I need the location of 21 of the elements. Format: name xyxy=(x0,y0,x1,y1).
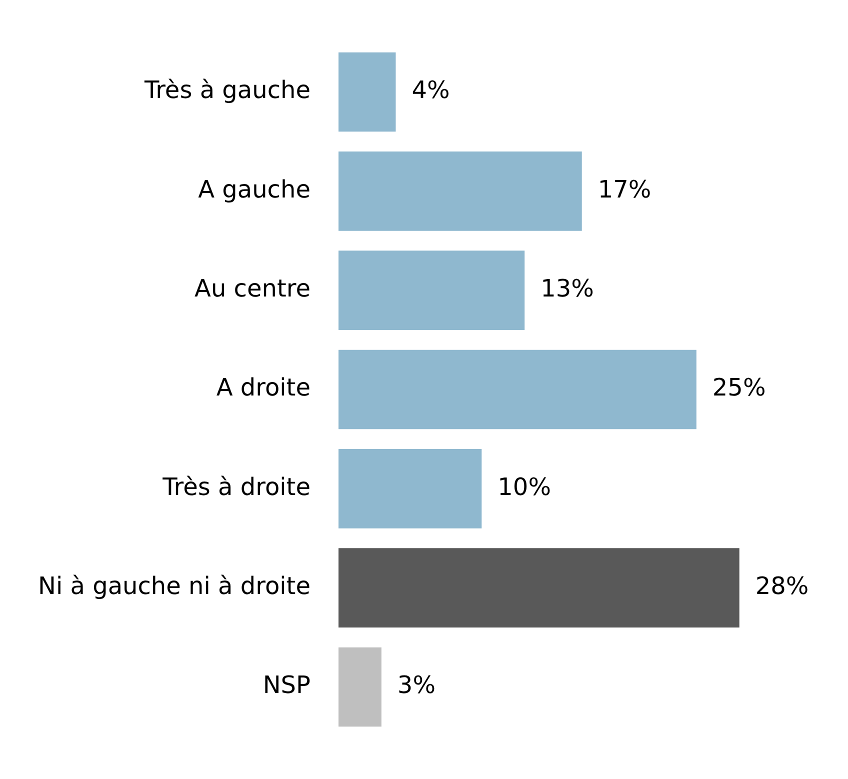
y-tick-label: Très à droite xyxy=(162,472,310,501)
data-label: 28% xyxy=(755,572,809,600)
y-tick-label: A droite xyxy=(216,374,310,402)
data-label: 25% xyxy=(712,374,766,402)
bar xyxy=(338,548,740,628)
bar xyxy=(338,151,582,231)
bar xyxy=(338,52,396,132)
y-tick-label: Très à gauche xyxy=(143,76,310,104)
bar xyxy=(338,250,525,330)
data-label: 17% xyxy=(598,175,652,204)
data-label: 13% xyxy=(540,274,594,303)
y-tick-label: Au centre xyxy=(194,274,310,303)
bar xyxy=(338,647,382,727)
y-tick-label: NSP xyxy=(262,671,310,700)
bar xyxy=(338,350,696,430)
bar xyxy=(338,449,482,528)
y-tick-label: A gauche xyxy=(198,175,310,204)
data-label: 3% xyxy=(397,671,436,700)
y-tick-label: Ni à gauche ni à droite xyxy=(38,572,310,600)
data-label: 10% xyxy=(498,472,551,501)
data-label: 4% xyxy=(412,76,450,104)
